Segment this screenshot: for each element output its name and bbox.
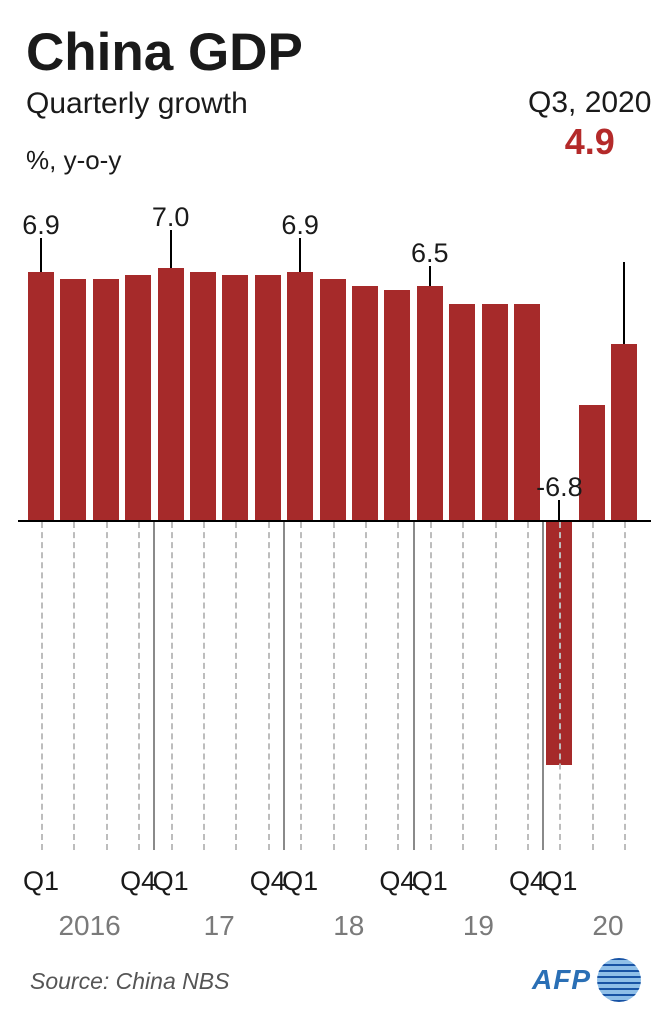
label-tick (429, 266, 431, 286)
quarter-gridline (333, 522, 335, 850)
quarter-gridline (203, 522, 205, 850)
x-quarter-label: Q1 (272, 866, 328, 897)
x-quarter-label: Q1 (402, 866, 458, 897)
afp-logo-text: AFP (532, 964, 591, 996)
label-tick (623, 262, 625, 344)
quarter-gridline (138, 522, 140, 850)
quarter-gridline (527, 522, 529, 850)
highlight-value: 4.9 (528, 121, 651, 162)
bar (352, 286, 378, 520)
bar (384, 290, 410, 520)
globe-icon (597, 958, 641, 1002)
bar-chart: 6.97.06.96.5-6.8Q1Q4Q1Q4Q1Q4Q1Q4Q1201617… (18, 268, 651, 848)
quarter-gridline (397, 522, 399, 850)
quarter-gridline (41, 522, 43, 850)
quarter-gridline (106, 522, 108, 850)
x-quarter-label: Q1 (531, 866, 587, 897)
quarter-gridline (495, 522, 497, 850)
label-tick (170, 230, 172, 268)
afp-logo: AFP (532, 958, 641, 1002)
x-year-label: 20 (558, 910, 658, 942)
bar (222, 275, 248, 520)
source-text: Source: China NBS (30, 968, 229, 995)
quarter-gridline (300, 522, 302, 850)
quarter-gridline (624, 522, 626, 850)
bar (93, 279, 119, 520)
bar (255, 275, 281, 520)
quarter-gridline (462, 522, 464, 850)
data-label: 6.5 (390, 238, 470, 269)
year-divider (413, 522, 415, 850)
bar (60, 279, 86, 520)
data-label: -6.8 (519, 472, 599, 503)
bar (190, 272, 216, 520)
bar (287, 272, 313, 520)
quarter-gridline (73, 522, 75, 850)
data-label: 7.0 (131, 202, 211, 233)
highlight-callout: Q3, 2020 4.9 (528, 86, 651, 162)
quarter-gridline (430, 522, 432, 850)
bar (320, 279, 346, 520)
x-quarter-label: Q1 (143, 866, 199, 897)
baseline (18, 520, 651, 522)
data-label: 6.9 (1, 210, 81, 241)
bar (158, 268, 184, 520)
x-year-label: 2016 (40, 910, 140, 942)
label-tick (40, 238, 42, 272)
bar (125, 275, 151, 520)
bar (482, 304, 508, 520)
label-tick (299, 238, 301, 272)
year-divider (153, 522, 155, 850)
bar (417, 286, 443, 520)
label-tick (558, 500, 560, 520)
year-divider (283, 522, 285, 850)
quarter-gridline (268, 522, 270, 850)
x-quarter-label: Q1 (13, 866, 69, 897)
bar (611, 344, 637, 520)
bar (449, 304, 475, 520)
quarter-gridline (171, 522, 173, 850)
chart-title: China GDP (26, 26, 647, 79)
x-year-label: 18 (299, 910, 399, 942)
quarter-gridline (235, 522, 237, 850)
bar (28, 272, 54, 520)
data-label: 6.9 (260, 210, 340, 241)
year-divider (542, 522, 544, 850)
quarter-gridline (365, 522, 367, 850)
x-year-label: 17 (169, 910, 269, 942)
quarter-gridline (559, 522, 561, 850)
bars-layer: 6.97.06.96.5-6.8Q1Q4Q1Q4Q1Q4Q1Q4Q1201617… (18, 268, 651, 848)
x-year-label: 19 (428, 910, 528, 942)
highlight-label: Q3, 2020 (528, 86, 651, 121)
quarter-gridline (592, 522, 594, 850)
